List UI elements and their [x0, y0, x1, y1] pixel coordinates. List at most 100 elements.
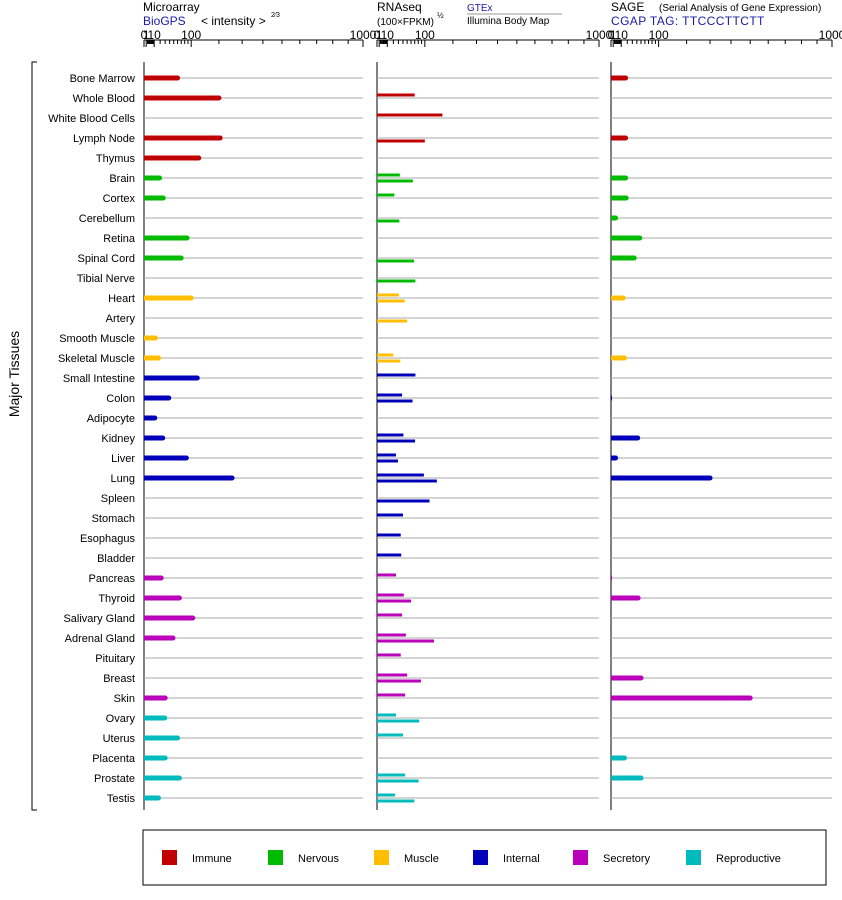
- tissue-label: Small Intestine: [63, 373, 135, 385]
- microarray-bar-cap: [184, 235, 190, 241]
- tissue-label: Heart: [108, 293, 135, 305]
- sage-bar: [611, 75, 626, 81]
- microarray-bar-cap: [217, 135, 223, 141]
- legend-item-internal: Internal: [473, 850, 540, 865]
- tissue-label: Stomach: [92, 513, 135, 525]
- row-colon: Colon: [106, 393, 832, 405]
- microarray-bar-cap: [176, 595, 182, 601]
- row-pituitary: Pituitary: [95, 653, 832, 665]
- sage-tag: CGAP TAG: TTCCCTTCTT: [611, 14, 765, 28]
- legend-swatch: [686, 850, 701, 865]
- row-thymus: Thymus: [96, 153, 832, 165]
- sage-subtitle: (Serial Analysis of Gene Expression): [659, 3, 821, 14]
- sage-bar-cap: [623, 175, 629, 181]
- microarray-bar: [144, 235, 187, 241]
- legend-swatch: [473, 850, 488, 865]
- sage-tick-label: 1000: [819, 28, 842, 42]
- rnaseq-ibm-bar: [377, 719, 420, 723]
- row-spinal-cord: Spinal Cord: [78, 253, 832, 265]
- sage-bar: [611, 475, 711, 481]
- sage-bar-cap: [613, 455, 619, 461]
- sage-bar: [611, 595, 639, 601]
- rnaseq-tick-label: 10: [381, 28, 395, 42]
- row-ovary: Ovary: [106, 713, 832, 725]
- rnaseq-gtex-bar: [377, 513, 403, 517]
- microarray-bar: [144, 755, 166, 761]
- tissue-label: Pituitary: [95, 653, 135, 665]
- microarray-tick-label: 10: [147, 28, 161, 42]
- sage-bar: [611, 255, 635, 261]
- sage-bar-cap: [707, 475, 713, 481]
- microarray-bar-cap: [190, 615, 196, 621]
- tissue-label: Lymph Node: [73, 133, 135, 145]
- sage-bar: [611, 775, 641, 781]
- microarray-bar: [144, 475, 233, 481]
- rnaseq-source-ibm: Illumina Body Map: [467, 16, 550, 27]
- tissue-label: Thymus: [96, 153, 136, 165]
- microarray-bar-cap: [188, 295, 194, 301]
- sage-bar-cap: [638, 675, 644, 681]
- row-lymph-node: Lymph Node: [73, 133, 832, 145]
- sage-tick-label: 1: [610, 28, 617, 42]
- microarray-bar: [144, 395, 169, 401]
- rnaseq-tick-label: 1000: [586, 28, 613, 42]
- sage-bar: [611, 755, 625, 761]
- rnaseq-gtex-bar: [377, 453, 396, 457]
- tissue-label: Adrenal Gland: [65, 633, 135, 645]
- tissue-label: Skin: [114, 693, 135, 705]
- sage-bar: [611, 195, 627, 201]
- sage-bar-cap: [623, 75, 629, 81]
- microarray-title: Microarray: [143, 0, 200, 14]
- rnaseq-ibm-bar: [377, 499, 430, 503]
- tissue-label: Prostate: [94, 773, 135, 785]
- legend-label: Muscle: [404, 853, 439, 865]
- microarray-bar: [144, 795, 159, 801]
- row-brain: Brain: [109, 173, 832, 185]
- rnaseq-tick-label: 0: [374, 28, 381, 42]
- microarray-bar: [144, 355, 159, 361]
- rnaseq-gtex-bar: [377, 293, 399, 297]
- rnaseq-ibm-bar: [377, 139, 425, 143]
- rnaseq-gtex-bar: [377, 573, 396, 577]
- rnaseq-ibm-bar: [377, 259, 414, 263]
- microarray-bar-cap: [152, 335, 158, 341]
- microarray-bar: [144, 715, 165, 721]
- microarray-bar-cap: [162, 695, 168, 701]
- microarray-header: Microarray BioGPS < intensity > 2⁄3: [143, 0, 280, 28]
- tissue-label: Artery: [106, 313, 136, 325]
- tissue-label: Thyroid: [98, 593, 135, 605]
- tissue-label: Kidney: [101, 433, 135, 445]
- rnaseq-unit: (100×FPKM): [377, 17, 434, 28]
- sage-bar: [611, 135, 626, 141]
- microarray-bar: [144, 375, 198, 381]
- rnaseq-tick-label: 1: [376, 28, 383, 42]
- rnaseq-gtex-bar: [377, 373, 416, 377]
- sage-tick-label: 10: [615, 28, 629, 42]
- legend-item-reproductive: Reproductive: [686, 850, 781, 865]
- row-uterus: Uterus: [103, 733, 832, 745]
- microarray-bar: [144, 615, 193, 621]
- row-placenta: Placenta: [92, 753, 832, 765]
- legend-swatch: [162, 850, 177, 865]
- tissue-label: Adipocyte: [87, 413, 135, 425]
- rnaseq-gtex-bar: [377, 393, 403, 397]
- legend-label: Nervous: [298, 853, 339, 865]
- tissue-label: Lung: [111, 473, 135, 485]
- rnaseq-ibm-bar: [377, 319, 408, 323]
- microarray-bar: [144, 335, 156, 341]
- row-liver: Liver: [111, 453, 832, 465]
- microarray-scale-exp: 2⁄3: [271, 12, 280, 19]
- sage-bar-cap: [635, 595, 641, 601]
- microarray-bar-cap: [175, 75, 181, 81]
- sage-header: SAGE (Serial Analysis of Gene Expression…: [611, 0, 821, 28]
- sage-bar: [611, 695, 751, 701]
- tissue-label: Bone Marrow: [70, 73, 135, 85]
- y-axis-bracket: [31, 61, 37, 811]
- rnaseq-gtex-bar: [377, 533, 401, 537]
- rnaseq-ibm-bar: [377, 459, 398, 463]
- microarray-bar: [144, 695, 166, 701]
- microarray-bar-cap: [157, 175, 163, 181]
- microarray-tick-label: 100: [181, 28, 201, 42]
- sage-tick-label: 0: [608, 28, 615, 42]
